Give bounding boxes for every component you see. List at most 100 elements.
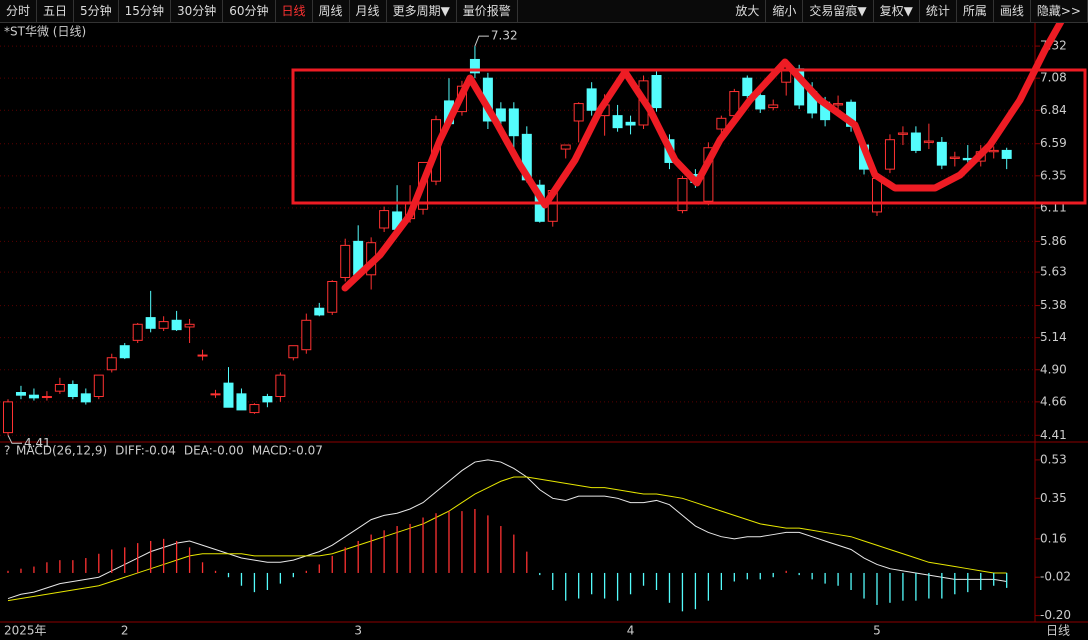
toolbar-button[interactable]: 60分钟 [223,0,276,22]
candle-body [379,210,390,229]
candle-body [15,392,26,396]
candle-body [923,140,934,143]
candle-body [158,321,169,329]
y-tick-label: 0.35 [1040,491,1067,505]
toolbar-button[interactable]: 更多周期▼ [387,0,457,22]
macd-line [7,459,1007,600]
candle-body [949,156,960,159]
toolbar-button[interactable]: 复权▼ [874,0,920,22]
candle-body [223,382,234,408]
candle-body [236,393,247,411]
spacer [518,0,730,22]
candle-body [586,88,597,111]
legend-entry: DIFF:-0.04 [115,444,176,458]
annotation-arrow [7,435,22,444]
legend-entry: MACD(26,12,9) [16,444,107,458]
x-tick-label: 2 [121,624,129,638]
candle-body [677,177,688,212]
x-tick-label: 4 [627,624,635,638]
candle-body [301,319,312,351]
x-tick-label: 2025年 [4,624,47,638]
candle-body [3,401,13,434]
legend-entry: DEA:-0.00 [184,444,244,458]
toolbar-button[interactable]: 15分钟 [119,0,171,22]
highlight-box [291,68,1087,205]
toolbar-button[interactable]: 统计 [920,0,957,22]
candle-body [897,132,908,135]
annotation-arrow [474,35,489,47]
candle-body [469,58,480,74]
toolbar-button[interactable]: 放大 [729,0,767,22]
y-tick-label: -0.20 [1040,608,1071,622]
period-label: 日线 [1046,624,1070,638]
x-tick-label: 3 [354,624,362,638]
y-tick-label: 7.08 [1040,71,1067,85]
hand-drawn-line [341,23,1065,292]
toolbar-button[interactable]: 画线 [994,0,1031,22]
chart: *ST华微 (日线) 日线 7.327.086.846.596.356.115.… [0,23,1088,640]
candle-body [716,117,727,130]
toolbar-button[interactable]: 30分钟 [171,0,224,22]
background [0,23,1088,640]
toolbar-button[interactable]: 交易留痕▼ [803,0,874,22]
candle-body [871,177,882,213]
candle-body [249,404,260,414]
toolbar-button[interactable]: 缩小 [766,0,804,22]
annotation-label: 7.32 [491,29,518,43]
candle-body [573,103,584,122]
toolbar-button[interactable]: 所属 [957,0,994,22]
candle-body [275,374,286,398]
candle-body [67,383,78,398]
toolbar-button[interactable]: 五日 [37,0,75,22]
candle-body [495,108,506,122]
candle-body [651,75,662,109]
candle-body [1001,149,1012,159]
candle-body [132,323,143,341]
candle-body [625,121,636,126]
toolbar-button[interactable]: 量价报警 [457,0,518,22]
candle-body [210,393,221,396]
toolbar-button[interactable]: 隐藏>> [1031,0,1088,22]
candle-body [106,357,117,371]
chart-title: *ST华微 (日线) [4,25,86,39]
candle-body [508,108,519,137]
candle-body [560,144,571,150]
annotation-label: 4.41 [24,436,51,450]
candle-body [340,244,351,278]
y-tick-label: 5.38 [1040,298,1067,312]
y-tick-label: 4.66 [1040,394,1067,408]
candle-body [80,393,91,403]
toolbar-button[interactable]: 月线 [350,0,387,22]
toolbar-button[interactable]: 周线 [313,0,350,22]
candle-body [742,77,753,97]
y-tick-label: 0.53 [1040,452,1067,466]
candle-body [314,307,325,316]
macd-line [7,476,1007,602]
candle-body [288,345,299,359]
candle-body [184,323,195,328]
y-tick-label: 6.59 [1040,136,1067,150]
candle-body [171,319,182,331]
candle-body [910,132,921,151]
candle-body [262,396,273,403]
candle-body [93,374,104,398]
y-tick-label: 5.14 [1040,330,1067,344]
candle-body [612,115,623,129]
candle-body [197,354,208,357]
toolbar-button[interactable]: 5分钟 [74,0,119,22]
y-tick-label: 5.63 [1040,265,1067,279]
candle-body [988,149,999,153]
toolbar-button[interactable]: 分时 [0,0,38,22]
candle-body [54,383,65,392]
candle-body [327,280,338,313]
candle-body [936,141,947,166]
candle-body [119,345,130,359]
candle-body [884,139,895,170]
y-tick-label: 6.84 [1040,103,1067,117]
drawing-overlay [291,23,1087,292]
candle-body [833,103,844,106]
y-tick-label: 4.90 [1040,362,1067,376]
toolbar-button[interactable]: 日线 [276,0,313,22]
candle-body [28,394,39,399]
candle-body [145,317,156,329]
